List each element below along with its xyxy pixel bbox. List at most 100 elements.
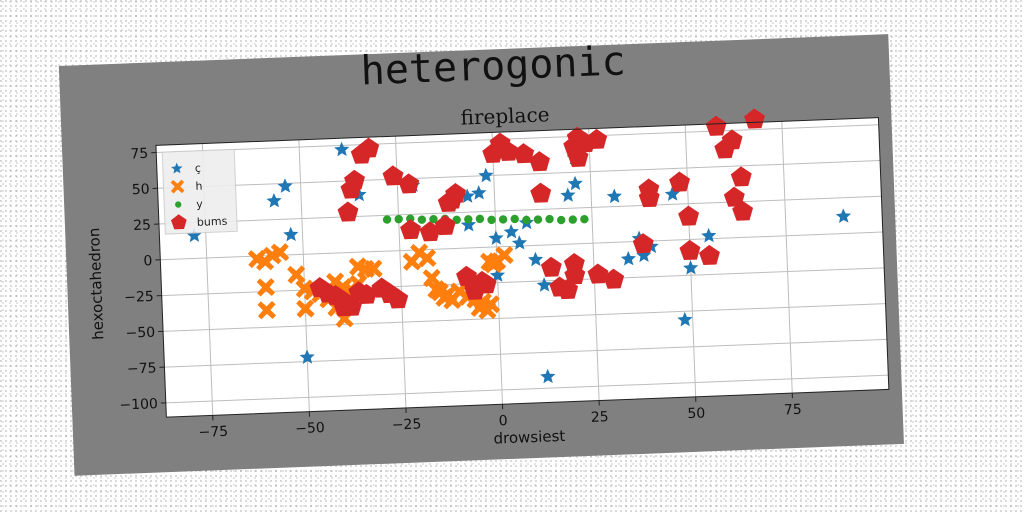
legend-marker <box>171 162 183 174</box>
data-point-star <box>503 224 519 239</box>
chart-subtitle: fireplace <box>460 102 550 129</box>
x-tick-label: 75 <box>784 402 802 419</box>
legend-box <box>161 148 238 235</box>
data-point-pentagon <box>679 239 701 261</box>
data-point-star <box>606 188 622 204</box>
data-point-dot <box>475 214 485 224</box>
grid-line-y <box>158 195 882 225</box>
data-point-star <box>620 251 636 266</box>
data-point-pentagon <box>445 183 467 204</box>
grid-line-y <box>165 374 889 404</box>
data-point-dot <box>429 215 438 224</box>
data-point-pentagon <box>358 137 380 158</box>
data-point-star <box>283 226 299 242</box>
grid-line-y <box>156 124 879 154</box>
data-point-pentagon <box>540 256 562 277</box>
y-tick-label: −25 <box>124 289 154 306</box>
grid-line-x <box>781 121 793 394</box>
grid-line-y <box>157 160 881 189</box>
data-point-pentagon <box>387 288 409 309</box>
data-point-star <box>277 178 293 193</box>
x-axis-label: drowsiest <box>493 427 565 448</box>
data-point-pentagon <box>497 140 519 162</box>
data-point-dot <box>556 215 566 225</box>
data-point-x <box>296 299 315 318</box>
grid-line-y <box>161 267 885 297</box>
data-point-star <box>683 260 699 275</box>
data-point-x <box>422 268 442 288</box>
data-point-star <box>701 227 717 243</box>
data-point-star <box>489 267 506 283</box>
data-point-star <box>334 141 350 157</box>
x-tick-label: 50 <box>687 405 705 422</box>
data-point-star <box>664 186 680 201</box>
legend-label: h <box>195 180 202 193</box>
grid-line-x <box>298 139 310 412</box>
data-point-pentagon <box>398 173 420 194</box>
data-point-pentagon <box>400 219 422 240</box>
data-point-pentagon <box>586 128 608 150</box>
legend-marker <box>170 179 185 194</box>
data-point-pentagon <box>382 165 404 186</box>
data-point-x <box>270 243 290 262</box>
data-point-dot <box>533 215 543 224</box>
data-point-pentagon <box>732 200 754 221</box>
data-point-pentagon <box>723 186 745 207</box>
data-point-star <box>567 175 583 191</box>
data-point-star <box>677 311 693 327</box>
data-point-pentagon <box>744 108 765 129</box>
x-tick-label: 25 <box>591 409 609 426</box>
data-point-x <box>256 278 276 297</box>
data-point-star <box>636 247 652 263</box>
chart-title: heterogonic <box>360 38 626 94</box>
data-point-star <box>835 208 852 224</box>
data-point-pentagon <box>337 201 359 222</box>
data-point-x <box>495 245 514 265</box>
data-point-pentagon <box>638 178 660 199</box>
data-point-dot <box>487 215 496 225</box>
legend-marker <box>175 201 182 208</box>
legend-marker <box>170 214 187 230</box>
plot-frame <box>155 117 890 418</box>
data-point-x <box>257 300 276 320</box>
y-tick-label: 25 <box>133 217 151 234</box>
x-tick-label: −75 <box>198 424 228 441</box>
data-point-pentagon <box>603 268 625 289</box>
y-tick-label: −100 <box>119 396 158 413</box>
data-point-dot <box>510 214 519 224</box>
data-point-dot <box>545 214 554 224</box>
y-tick-label: −75 <box>127 360 157 377</box>
data-point-pentagon <box>705 115 727 136</box>
legend: çhy bums <box>161 148 238 235</box>
data-point-star <box>266 193 282 208</box>
x-tick-label: 0 <box>498 413 508 429</box>
data-point-dot <box>394 214 403 224</box>
y-axis-ticks: 75 50 25 0 −25 −50 −75 −100 <box>119 146 166 414</box>
data-point-pentagon <box>530 182 552 203</box>
data-point-pentagon <box>730 166 752 187</box>
data-point-star <box>460 217 477 232</box>
data-point-dot <box>382 215 392 224</box>
data-point-dot <box>568 215 577 224</box>
data-point-pentagon <box>669 171 691 192</box>
data-point-pentagon <box>356 283 378 304</box>
data-point-star <box>299 349 315 364</box>
data-point-dot <box>417 215 427 224</box>
data-point-star <box>540 368 556 384</box>
legend-label: y <box>196 198 203 211</box>
y-tick-label: 0 <box>143 253 153 269</box>
data-point-pentagon <box>434 214 456 236</box>
data-point-pentagon <box>475 273 497 294</box>
data-point-star <box>488 230 504 245</box>
data-point-pentagon <box>564 264 586 285</box>
data-point-pentagon <box>513 143 535 164</box>
data-points <box>186 108 852 384</box>
data-point-dot <box>498 215 508 224</box>
data-point-pentagon <box>587 263 609 284</box>
data-point-star <box>560 187 576 203</box>
x-tick-label: −25 <box>391 416 421 433</box>
data-point-x <box>287 265 306 284</box>
x-axis-ticks: −75 −50 −25 0 25 50 75 <box>198 393 802 441</box>
data-point-pentagon <box>632 233 654 254</box>
data-point-x <box>481 295 501 314</box>
